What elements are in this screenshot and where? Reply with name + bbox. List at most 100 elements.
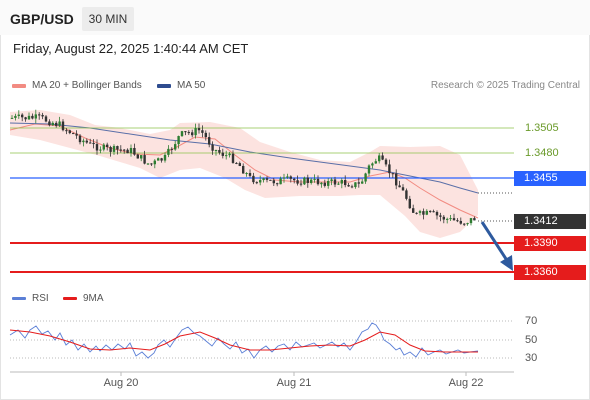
candle-body: [31, 115, 34, 119]
candle-body: [75, 133, 78, 136]
candle-body: [214, 150, 218, 152]
candle-body: [21, 114, 24, 118]
candle-body: [143, 155, 146, 164]
candle-body: [167, 148, 170, 155]
level-label-2: 1.3480: [525, 147, 559, 159]
candle-body: [439, 215, 442, 217]
candle-body: [204, 132, 207, 138]
candle-body: [225, 155, 228, 157]
candle-body: [238, 163, 241, 166]
rsi-ma-line: [9, 329, 478, 353]
candle-body: [364, 173, 367, 182]
candle-body: [211, 144, 214, 151]
candle-body: [187, 132, 190, 134]
candle-body: [34, 114, 37, 119]
ma20-swatch: [12, 83, 26, 88]
rsi-axis-30: 30: [525, 352, 538, 364]
candle-body: [330, 179, 333, 182]
candle-body: [384, 159, 388, 165]
candle-body: [177, 136, 180, 145]
level-tag-target-1: 1.3390: [514, 236, 586, 251]
candle-body: [160, 158, 163, 161]
candle-body: [174, 144, 177, 150]
candle-body: [38, 114, 41, 116]
bollinger-band: [10, 110, 478, 238]
candle-body: [422, 211, 425, 215]
candle-body: [435, 211, 439, 216]
candle-body: [333, 179, 337, 185]
candle-body: [41, 114, 44, 117]
candle-body: [106, 144, 109, 148]
candle-body: [473, 218, 476, 221]
candle-body: [201, 130, 204, 133]
candle-body: [469, 218, 473, 224]
level-label-1: 1.3505: [525, 122, 559, 134]
candle-body: [306, 177, 309, 183]
candle-body: [228, 153, 231, 156]
candle-body: [429, 210, 432, 212]
candle-body: [313, 178, 316, 180]
candle-body: [415, 212, 418, 214]
level-tag-pivot: 1.3455: [514, 171, 586, 186]
candle-body: [418, 211, 422, 213]
candle-body: [361, 181, 364, 184]
candle-body: [92, 142, 95, 145]
candle-body: [252, 175, 255, 183]
candle-body: [405, 190, 408, 199]
candle-body: [231, 153, 235, 163]
legend-rsi: RSI: [12, 293, 49, 304]
candle-body: [123, 149, 126, 151]
candle-body: [150, 163, 153, 165]
rsi-axis-70: 70: [525, 315, 538, 327]
candle-body: [282, 177, 286, 179]
ma20-line: [9, 123, 479, 219]
legend-ma20: MA 20 + Bollinger Bands: [12, 80, 142, 91]
timeframe-button[interactable]: 30 MIN: [82, 7, 134, 31]
rsi-label: RSI: [32, 293, 49, 304]
rsi-axis-50: 50: [525, 334, 538, 346]
candle-body: [395, 173, 398, 186]
candle-body: [116, 146, 119, 150]
candle-body: [133, 147, 136, 155]
candle-body: [289, 176, 292, 179]
candle-body: [194, 128, 197, 136]
candle-body: [208, 137, 211, 145]
candle-body: [381, 155, 384, 160]
rsi-swatch: [12, 297, 26, 300]
candle-body: [378, 155, 381, 162]
candle-body: [235, 162, 238, 164]
candle-body: [310, 179, 313, 183]
candle-body: [218, 150, 221, 153]
candle-body: [245, 173, 248, 175]
candle-body: [14, 115, 17, 118]
candle-body: [463, 223, 466, 225]
candle-body: [102, 144, 105, 150]
candle-body: [398, 185, 401, 188]
candle-body: [163, 154, 167, 161]
datetime-label: Friday, August 22, 2025 1:40:44 AM CET: [13, 41, 249, 56]
candle-body: [337, 183, 340, 185]
candle-body: [425, 210, 428, 215]
x-label-aug22: Aug 22: [448, 377, 484, 389]
candle-body: [10, 117, 14, 119]
candle-body: [255, 182, 258, 184]
candle-body: [157, 158, 160, 161]
candle-body: [357, 182, 360, 184]
candle-body: [442, 216, 445, 220]
candle-body: [340, 180, 343, 184]
candle-body: [180, 131, 184, 137]
currency-pair-title: GBP/USD: [10, 11, 74, 27]
candle-body: [296, 180, 299, 184]
candle-body: [449, 218, 452, 220]
ma50-line: [9, 122, 479, 194]
candle-body: [27, 115, 31, 120]
candle-body: [170, 148, 173, 150]
candle-body: [347, 185, 350, 187]
x-label-aug21: Aug 21: [276, 377, 312, 389]
candle-body: [316, 178, 320, 185]
candle-body: [367, 165, 371, 174]
projection-arrow-line: [480, 221, 510, 263]
candle-body: [136, 154, 139, 159]
candle-body: [327, 181, 330, 186]
